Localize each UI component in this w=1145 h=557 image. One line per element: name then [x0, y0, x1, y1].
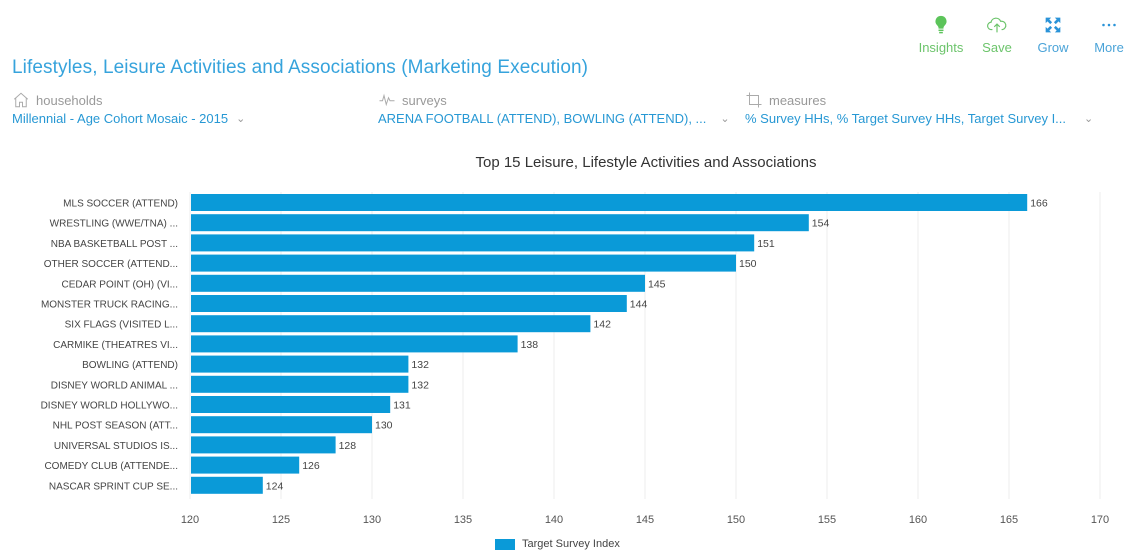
chart-title: Top 15 Leisure, Lifestyle Activities and… — [475, 154, 817, 171]
bar-value-label: 145 — [648, 278, 666, 290]
chevron-down-icon[interactable]: ⌄ — [236, 113, 246, 125]
more-label: More — [1094, 40, 1124, 55]
x-tick-label: 150 — [727, 514, 745, 526]
y-category-label: OTHER SOCCER (ATTEND... — [44, 259, 178, 270]
bar-value-label: 128 — [339, 440, 357, 452]
x-tick-label: 145 — [636, 514, 654, 526]
bar-value-label: 150 — [739, 258, 757, 270]
bar — [191, 355, 409, 373]
toolbar: Insights Save Grow More — [913, 14, 1137, 55]
more-dots-icon — [1102, 23, 1116, 27]
y-category-label: MLS SOCCER (ATTEND) — [63, 199, 178, 210]
bar-value-label: 154 — [812, 218, 830, 230]
x-tick-label: 160 — [909, 514, 927, 526]
bar — [191, 436, 336, 454]
y-category-label: NASCAR SPRINT CUP SE... — [49, 481, 178, 492]
bar — [191, 254, 736, 272]
x-tick-label: 165 — [1000, 514, 1018, 526]
bar-value-label: 142 — [593, 319, 611, 331]
bar — [191, 274, 645, 292]
x-tick-label: 135 — [454, 514, 472, 526]
bar-value-label: 132 — [411, 359, 429, 371]
y-category-label: SIX FLAGS (VISITED L... — [65, 320, 178, 331]
surveys-filter[interactable]: surveys ARENA FOOTBALL (ATTEND), BOWLING… — [378, 90, 730, 127]
grow-button[interactable]: Grow — [1025, 14, 1081, 55]
insights-label: Insights — [918, 40, 964, 55]
y-category-label: BOWLING (ATTEND) — [82, 360, 178, 371]
expand-icon — [1045, 17, 1061, 33]
insights-button[interactable]: Insights — [913, 14, 969, 55]
y-category-label: WRESTLING (WWE/TNA) ... — [50, 219, 178, 230]
measures-value[interactable]: % Survey HHs, % Target Survey HHs, Targe… — [745, 111, 1067, 126]
y-category-label: COMEDY CLUB (ATTENDE... — [44, 461, 178, 472]
chevron-down-icon[interactable]: ⌄ — [720, 113, 730, 125]
y-category-label: MONSTER TRUCK RACING... — [41, 300, 178, 311]
surveys-label: surveys — [402, 92, 447, 108]
bar-value-label: 138 — [521, 339, 539, 351]
pulse-icon — [379, 93, 395, 107]
bar-value-label: 126 — [302, 460, 320, 472]
bar — [191, 396, 391, 413]
x-tick-label: 120 — [181, 514, 199, 526]
bar — [191, 456, 300, 474]
lightbulb-icon — [935, 15, 947, 34]
crop-icon — [746, 92, 762, 108]
y-category-label: NBA BASKETBALL POST ... — [51, 239, 178, 250]
chart-legend: Target Survey Index — [495, 538, 620, 550]
bar-value-label: 144 — [630, 299, 648, 311]
home-icon — [13, 92, 29, 108]
cloud-upload-icon — [987, 17, 1007, 33]
save-button[interactable]: Save — [969, 14, 1025, 55]
y-category-label: DISNEY WORLD HOLLYWO... — [41, 401, 178, 412]
bar — [191, 315, 591, 333]
x-tick-label: 125 — [272, 514, 290, 526]
bar-value-label: 166 — [1030, 198, 1048, 210]
bar-value-label: 131 — [393, 400, 411, 412]
measures-label: measures — [769, 92, 827, 108]
bar-value-label: 130 — [375, 420, 393, 432]
more-button[interactable]: More — [1081, 14, 1137, 55]
y-category-label: CARMIKE (THEATRES VI... — [53, 340, 178, 351]
x-tick-label: 155 — [818, 514, 836, 526]
bar — [191, 335, 518, 353]
page-title: Lifestyles, Leisure Activities and Assoc… — [12, 57, 589, 78]
bar — [191, 375, 409, 393]
bar — [191, 476, 263, 494]
chevron-down-icon[interactable]: ⌄ — [1084, 113, 1094, 125]
x-tick-label: 170 — [1091, 514, 1109, 526]
y-category-label: UNIVERSAL STUDIOS IS... — [54, 441, 178, 452]
bar — [191, 214, 809, 232]
x-tick-label: 140 — [545, 514, 563, 526]
y-category-label: CEDAR POINT (OH) (VI... — [62, 279, 179, 290]
bar-value-label: 124 — [266, 480, 284, 492]
surveys-value[interactable]: ARENA FOOTBALL (ATTEND), BOWLING (ATTEND… — [378, 111, 707, 126]
bar — [191, 295, 627, 312]
bar — [191, 416, 372, 434]
grow-label: Grow — [1037, 40, 1069, 55]
households-label: households — [36, 92, 103, 108]
households-value[interactable]: Millennial - Age Cohort Mosaic - 2015 — [12, 111, 229, 126]
bar-value-label: 132 — [411, 379, 429, 391]
bar-chart: 120 125 130 135 140 145 150 155 160 165 170 MLS SOC… — [41, 192, 1109, 526]
households-filter[interactable]: households Millennial - Age Cohort Mosai… — [12, 90, 246, 127]
save-label: Save — [982, 40, 1012, 55]
bar-value-label: 151 — [757, 238, 775, 250]
y-category-label: NHL POST SEASON (ATT... — [53, 421, 178, 432]
bar — [191, 234, 755, 252]
x-tick-label: 130 — [363, 514, 381, 526]
measures-filter[interactable]: measures % Survey HHs, % Target Survey H… — [745, 90, 1093, 126]
legend-swatch — [495, 538, 515, 550]
y-category-label: DISNEY WORLD ANIMAL ... — [51, 380, 178, 391]
legend-label: Target Survey Index — [522, 538, 620, 550]
bar — [191, 194, 1028, 211]
